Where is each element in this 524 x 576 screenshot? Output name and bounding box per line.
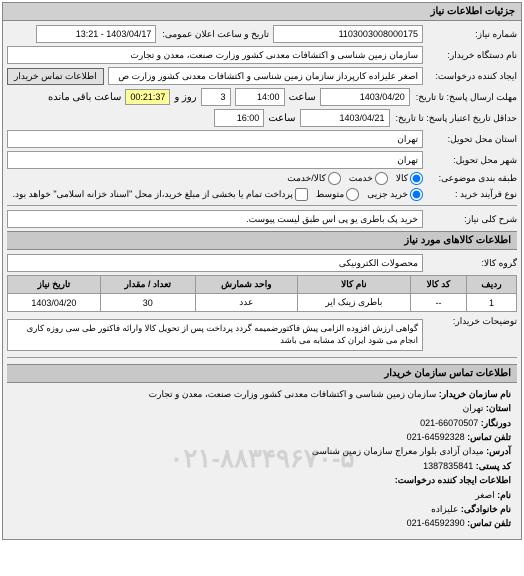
table-header-row: ردیف کد کالا نام کالا واحد شمارش تعداد /… (8, 276, 517, 294)
c-fname-label: نام: (497, 490, 511, 500)
process-check-c[interactable]: پرداخت تمام یا بخشی از مبلغ خرید،از محل … (12, 188, 307, 201)
td-0: 1 (466, 294, 516, 312)
deadline-label: مهلت ارسال پاسخ: تا تاریخ: (414, 92, 517, 103)
days-input[interactable] (201, 88, 231, 106)
td-2: باطری زینک ایر (297, 294, 410, 312)
c-post-label: کد پستی: (476, 461, 511, 471)
desc-label: شرح کلی نیاز: (427, 214, 517, 225)
notes-text: گواهی ارزش افزوده الزامی پیش فاکتورضمیمه… (7, 319, 423, 351)
notes-label: توضیحات خریدار: (427, 316, 517, 327)
creator-label: ایجاد کننده درخواست: (427, 71, 517, 82)
c-fax-label: دورنگار: (481, 418, 511, 428)
process-c-text: پرداخت تمام یا بخشی از مبلغ خرید،از محل … (12, 189, 292, 200)
th-5: تاریخ نیاز (8, 276, 101, 294)
goods-header: اطلاعات کالاهای مورد نیاز (7, 231, 517, 250)
group-radio-all[interactable]: کالا (396, 172, 423, 185)
req-num-input[interactable] (273, 25, 423, 43)
group-service-text: خدمت (349, 173, 373, 184)
announce-input[interactable] (36, 25, 156, 43)
panel-body: شماره نیاز: تاریخ و ساعت اعلان عمومی: نا… (3, 21, 521, 539)
td-4: 30 (100, 294, 195, 312)
goods-kind-input[interactable] (7, 254, 423, 272)
and-label: روز و (174, 92, 196, 103)
td-3: عدد (195, 294, 297, 312)
c-addr-label: آدرس: (486, 446, 511, 456)
radio-service-input[interactable] (375, 172, 388, 185)
c-fname: اصغر (475, 490, 494, 500)
th-3: واحد شمارش (195, 276, 297, 294)
countdown: 00:21:37 (125, 89, 170, 105)
table-row: 1 -- باطری زینک ایر عدد 30 1403/04/20 (8, 294, 517, 312)
desc-input[interactable] (7, 210, 423, 228)
group-label: طبقه بندی موضوعی: (427, 173, 517, 184)
radio-b-input[interactable] (346, 188, 359, 201)
valid-date-input[interactable] (300, 109, 390, 127)
c-prov: تهران (463, 403, 484, 413)
th-2: نام کالا (297, 276, 410, 294)
c-req-header: اطلاعات ایجاد کننده درخواست: (13, 473, 511, 487)
c-tel: 64592328-021 (407, 432, 465, 442)
process-radio-a[interactable]: خرید جزیی (367, 188, 423, 201)
group-radio-mixed[interactable]: کالا/خدمت (287, 172, 341, 185)
process-radio-b[interactable]: متوسط (316, 188, 359, 201)
c-org: سازمان زمین شناسی و اکتشافات معدنی کشور … (149, 389, 437, 399)
announce-label: تاریخ و ساعت اعلان عمومی: (160, 29, 269, 40)
c-fax: 66070507-021 (420, 418, 478, 428)
buyer-org-label: نام دستگاه خریدار: (427, 50, 517, 61)
valid-time-input[interactable] (214, 109, 264, 127)
remaining-label: ساعت باقی مانده (48, 92, 121, 103)
td-5: 1403/04/20 (8, 294, 101, 312)
c-org-label: نام سازمان خریدار: (439, 389, 511, 399)
contact-button[interactable]: اطلاعات تماس خریدار (7, 68, 104, 85)
deliver-city-input[interactable] (7, 151, 423, 169)
c-tel2-label: تلفن تماس: (467, 518, 511, 528)
deadline-time-input[interactable] (235, 88, 285, 106)
creator-input[interactable] (108, 67, 423, 85)
c-prov-label: استان: (486, 403, 511, 413)
goods-table: ردیف کد کالا نام کالا واحد شمارش تعداد /… (7, 275, 517, 312)
buyer-org-input[interactable] (7, 46, 423, 64)
radio-all-input[interactable] (410, 172, 423, 185)
deadline-date-input[interactable] (320, 88, 410, 106)
valid-label: حداقل تاریخ اعتبار پاسخ: تا تاریخ: (394, 113, 517, 124)
group-mixed-text: کالا/خدمت (287, 173, 326, 184)
process-a-text: خرید جزیی (367, 189, 408, 200)
th-0: ردیف (466, 276, 516, 294)
group-radios: کالا خدمت کالا/خدمت (287, 172, 423, 185)
group-radio-service[interactable]: خدمت (349, 172, 388, 185)
contact-header: اطلاعات تماس سازمان خریدار (7, 364, 517, 383)
req-num-label: شماره نیاز: (427, 29, 517, 40)
deliver-city-label: شهر محل تحویل: (427, 155, 517, 166)
deliver-prov-label: استان محل تحویل: (427, 134, 517, 145)
c-lname-label: نام خانوادگی: (461, 504, 511, 514)
c-post: 1387835841 (423, 461, 473, 471)
process-b-text: متوسط (316, 189, 344, 200)
c-addr: میدان آزادی بلوار معراج سازمان زمین شناس… (312, 446, 484, 456)
radio-a-input[interactable] (410, 188, 423, 201)
panel-title: جزئیات اطلاعات نیاز (3, 3, 521, 21)
c-lname: علیزاده (431, 504, 458, 514)
contact-block: ۰۲۱-۸۸۳۴۹۶۷۰-۵ نام سازمان خریدار: سازمان… (7, 383, 517, 535)
deliver-prov-input[interactable] (7, 130, 423, 148)
c-tel2: 64592390-021 (407, 518, 465, 528)
goods-kind-label: گروه کالا: (427, 258, 517, 269)
c-tel-label: تلفن تماس: (467, 432, 511, 442)
process-radios: خرید جزیی متوسط پرداخت تمام یا بخشی از م… (12, 188, 423, 201)
main-panel: جزئیات اطلاعات نیاز شماره نیاز: تاریخ و … (2, 2, 522, 540)
time-label-1: ساعت (289, 92, 316, 103)
th-4: تعداد / مقدار (100, 276, 195, 294)
time-label-2: ساعت (268, 113, 295, 124)
td-1: -- (410, 294, 466, 312)
group-all-text: کالا (396, 173, 408, 184)
check-c-input[interactable] (295, 188, 308, 201)
radio-mixed-input[interactable] (328, 172, 341, 185)
th-1: کد کالا (410, 276, 466, 294)
process-label: نوع فرآیند خرید : (427, 189, 517, 200)
